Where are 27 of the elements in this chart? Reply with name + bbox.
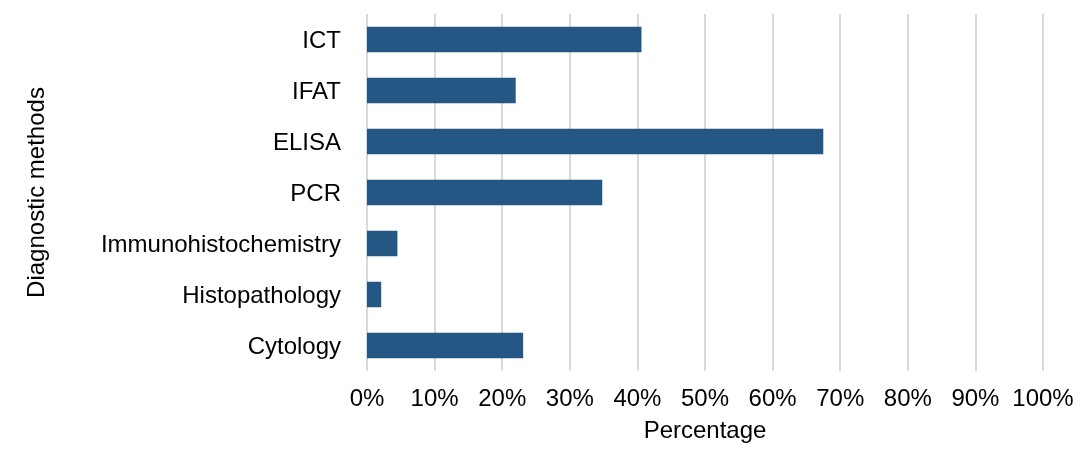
bar [367, 128, 824, 155]
bar [367, 77, 516, 104]
x-tick-label: 70% [816, 383, 865, 411]
x-axis-title: Percentage [643, 415, 767, 443]
y-tick-label: ICT [302, 26, 342, 53]
bar [367, 179, 603, 206]
bar [367, 26, 642, 53]
x-tick-label: 30% [545, 383, 594, 411]
x-tick-label: 50% [680, 383, 730, 411]
x-tick-label: 90% [951, 383, 1000, 411]
bar [367, 230, 398, 257]
x-tick-label: 60% [748, 383, 797, 411]
bar [367, 332, 524, 359]
x-tick-label: 40% [613, 383, 662, 411]
y-tick-label: Histopathology [182, 281, 341, 308]
x-tick-label: 10% [410, 383, 459, 411]
x-tick-label: 100% [1012, 383, 1074, 411]
bar [367, 281, 382, 308]
y-tick-label: IFAT [292, 77, 342, 104]
y-axis-title: Diagnostic methods [21, 87, 49, 298]
y-tick-label: ELISA [272, 128, 341, 155]
y-tick-label: PCR [290, 179, 341, 206]
y-tick-label: Cytology [247, 332, 341, 359]
x-tick-label: 80% [883, 383, 932, 411]
x-tick-label: 0% [349, 383, 385, 411]
y-tick-label: Immunohistochemistry [100, 230, 341, 257]
x-tick-label: 20% [478, 383, 527, 411]
